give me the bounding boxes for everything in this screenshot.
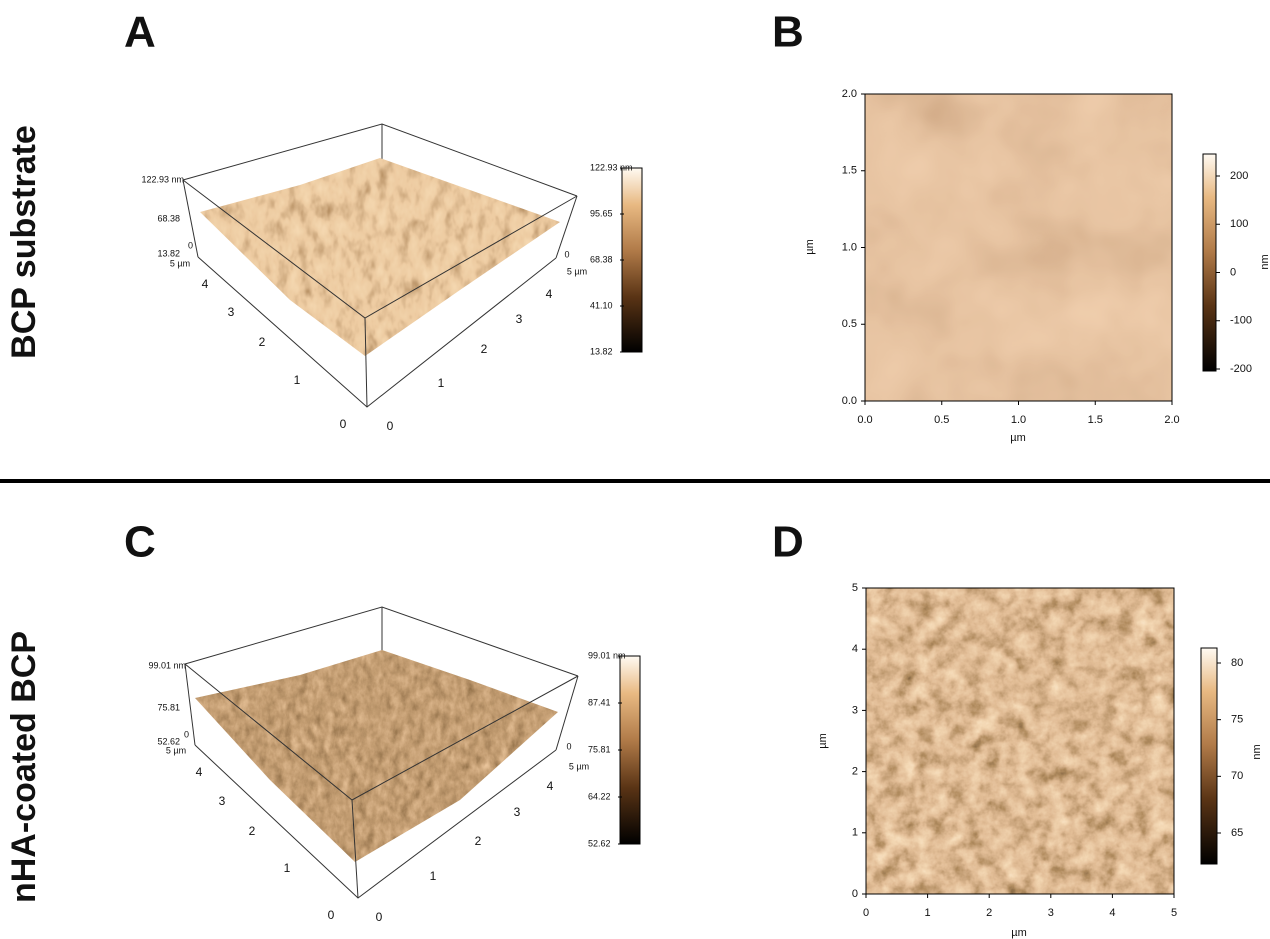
colorbar-tick-label: 13.82 xyxy=(590,346,613,356)
y-tick-label: 1.5 xyxy=(842,165,857,177)
y-tick-label: 0.5 xyxy=(842,318,857,330)
colorbar-c xyxy=(620,656,640,844)
z-tick-label: 75.81 xyxy=(157,702,180,712)
y-axis-label: µm xyxy=(817,733,829,749)
panel-letter: A xyxy=(124,8,156,57)
y-tick-label: 1 xyxy=(430,869,437,883)
colorbar-tick-label: 87.41 xyxy=(588,697,611,707)
x-tick-label: 1 xyxy=(294,373,301,387)
x-tick-label: 2 xyxy=(259,335,266,349)
surface-3d-a xyxy=(183,124,577,407)
z-tick-label: 13.82 xyxy=(157,248,180,258)
heatmap-d xyxy=(866,588,1174,894)
colorbar-tick-label: 68.38 xyxy=(590,254,613,264)
x-tick-label: 1 xyxy=(925,907,931,919)
y-tick-label: 0.0 xyxy=(842,395,857,407)
y-tick-label: 2 xyxy=(481,342,488,356)
x-tick-label: 5 xyxy=(1171,907,1177,919)
y-tick-label: 3 xyxy=(852,704,858,716)
y-tick-label: 4 xyxy=(546,287,553,301)
z-tick-label: 0 xyxy=(184,729,189,739)
x-tick-label: 3 xyxy=(228,305,235,319)
colorbar-tick-label: 100 xyxy=(1230,218,1248,230)
y-axis-label: µm xyxy=(804,239,816,255)
y-tick-label: 5 µm xyxy=(569,761,589,771)
y-tick-label: 0 xyxy=(387,419,394,433)
y-tick-label: 5 µm xyxy=(567,266,587,276)
x-tick-label: 0 xyxy=(863,907,869,919)
colorbar-tick-label: 99.01 nm xyxy=(588,650,626,660)
colorbar-label: nm xyxy=(1251,744,1263,759)
colorbar-tick-label: 52.62 xyxy=(588,838,611,848)
y-tick-label: 3 xyxy=(514,805,521,819)
x-tick-label: 2 xyxy=(249,824,256,838)
y-tick-label: 4 xyxy=(852,643,858,655)
x-tick-label: 2.0 xyxy=(1164,414,1179,426)
colorbar-tick-label: 64.22 xyxy=(588,791,611,801)
y-tick-label: 2 xyxy=(852,766,858,778)
x-tick-label: 3 xyxy=(219,794,226,808)
colorbar-d xyxy=(1201,648,1217,864)
colorbar-tick-label: 0 xyxy=(1230,266,1236,278)
x-tick-label: 0 xyxy=(340,417,347,431)
y-tick-label: 0 xyxy=(852,888,858,900)
heatmap-b xyxy=(865,94,1172,401)
colorbar-tick-label: 122.93 nm xyxy=(590,162,633,172)
x-tick-label: 4 xyxy=(196,765,203,779)
x-axis-label: µm xyxy=(1010,432,1026,444)
y-tick-label: 1.0 xyxy=(842,241,857,253)
y-tick-label: 2.0 xyxy=(842,88,857,100)
colorbar-tick-label: -100 xyxy=(1230,315,1252,327)
figure: BCP substrate nHA-coated BCP A B C D 122… xyxy=(0,0,1270,939)
row-label: BCP substrate xyxy=(5,125,43,359)
y-tick-label: 1 xyxy=(438,376,445,390)
colorbar-b xyxy=(1203,154,1216,371)
panel-letter: C xyxy=(124,518,156,567)
y-tick-label: 2 xyxy=(475,834,482,848)
colorbar-tick-label: 95.65 xyxy=(590,208,613,218)
x-tick-label: 5 µm xyxy=(166,745,186,755)
x-tick-label: 4 xyxy=(1109,907,1115,919)
z-tick-label: 99.01 nm xyxy=(148,660,186,670)
y-tick-label: 5 xyxy=(852,582,858,594)
x-tick-label: 1.5 xyxy=(1088,414,1103,426)
row-label: nHA-coated BCP xyxy=(5,631,43,903)
x-tick-label: 0.0 xyxy=(857,414,872,426)
colorbar-tick-label: 65 xyxy=(1231,827,1243,839)
x-tick-label: 5 µm xyxy=(170,258,190,268)
y-tick-label: 1 xyxy=(852,827,858,839)
panel-letter: D xyxy=(772,518,804,567)
y-tick-label: 0 xyxy=(564,249,569,259)
z-tick-label: 122.93 nm xyxy=(141,174,184,184)
x-axis-label: µm xyxy=(1011,927,1027,939)
y-tick-label: 3 xyxy=(516,312,523,326)
x-tick-label: 2 xyxy=(986,907,992,919)
z-tick-label: 0 xyxy=(188,240,193,250)
colorbar-label: nm xyxy=(1259,254,1270,269)
y-tick-label: 4 xyxy=(547,779,554,793)
colorbar-tick-label: 75.81 xyxy=(588,744,611,754)
z-tick-label: 68.38 xyxy=(157,213,180,223)
y-tick-label: 0 xyxy=(376,910,383,924)
colorbar-tick-label: 70 xyxy=(1231,770,1243,782)
x-tick-label: 3 xyxy=(1048,907,1054,919)
colorbar-tick-label: -200 xyxy=(1230,363,1252,375)
colorbar-tick-label: 80 xyxy=(1231,657,1243,669)
panel-letter: B xyxy=(772,8,804,57)
colorbar-tick-label: 200 xyxy=(1230,170,1248,182)
x-tick-label: 0 xyxy=(328,908,335,922)
x-tick-label: 4 xyxy=(202,277,209,291)
colorbar-tick-label: 41.10 xyxy=(590,300,613,310)
x-tick-label: 0.5 xyxy=(934,414,949,426)
y-tick-label: 0 xyxy=(566,741,571,751)
colorbar-tick-label: 75 xyxy=(1231,714,1243,726)
x-tick-label: 1.0 xyxy=(1011,414,1026,426)
x-tick-label: 1 xyxy=(284,861,291,875)
surface-3d-c xyxy=(185,607,578,898)
colorbar-a xyxy=(622,168,642,352)
